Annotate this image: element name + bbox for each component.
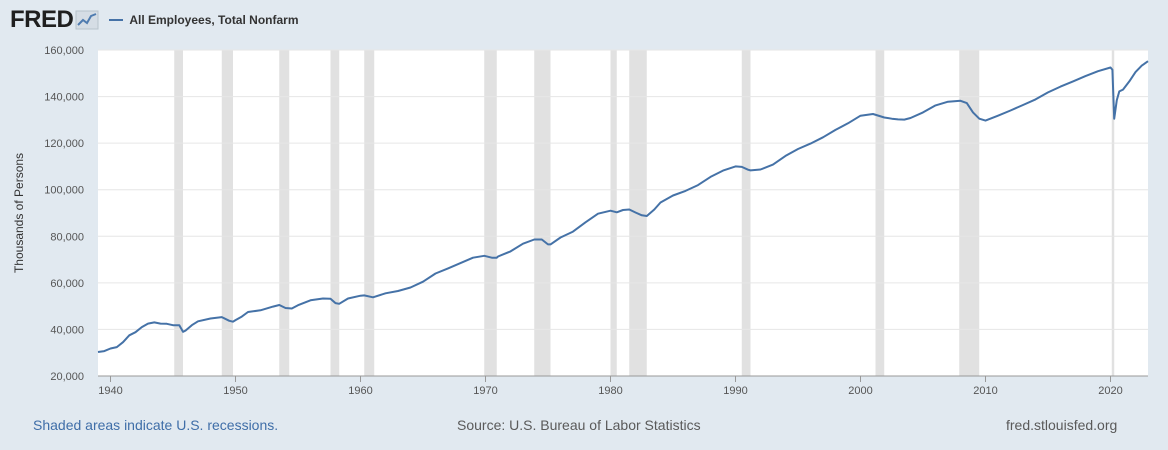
x-tick-label: 2000 (848, 385, 872, 397)
y-tick-label: 160,000 (44, 45, 84, 57)
y-tick-label: 80,000 (50, 231, 84, 243)
legend[interactable]: All Employees, Total Nonfarm (109, 13, 299, 27)
recession-band (484, 50, 497, 376)
x-axis-ticks: 1940 1950 1960 1970 1980 1990 2000 2010 2020 (98, 375, 1148, 397)
x-tick-label: 1970 (473, 385, 497, 397)
y-tick-label: 60,000 (50, 278, 84, 290)
recession-band (221, 50, 233, 376)
y-tick-label: 40,000 (50, 324, 84, 336)
x-tick-label: 1960 (348, 385, 372, 397)
recession-band (610, 50, 617, 376)
line-graph-icon (75, 10, 99, 30)
y-tick-label: 120,000 (44, 138, 84, 150)
recession-band (279, 50, 290, 376)
y-tick-label: 20,000 (50, 371, 84, 383)
x-tick-label: 2010 (973, 385, 997, 397)
site-url[interactable]: fred.stlouisfed.org (1006, 417, 1118, 433)
series-line (97, 60, 1149, 353)
y-tick-label: 100,000 (44, 185, 84, 197)
recession-band (330, 50, 340, 376)
line-chart[interactable]: 20,000 40,000 60,000 80,000 100,000 120,000 14… (0, 0, 1168, 410)
x-tick-label: 1940 (98, 385, 122, 397)
x-tick-label: 1950 (223, 385, 247, 397)
x-tick-label: 1990 (723, 385, 747, 397)
recession-band (534, 50, 551, 376)
y-axis-ticks: 20,000 40,000 60,000 80,000 100,000 120,000 14… (44, 45, 84, 383)
legend-label: All Employees, Total Nonfarm (129, 13, 299, 27)
recession-band (741, 50, 751, 376)
recession-band (1111, 50, 1115, 376)
recession-band (959, 50, 980, 376)
y-tick-label: 140,000 (44, 92, 84, 104)
recession-band (364, 50, 375, 376)
chart-header: FRED All Employees, Total Nonfarm (10, 6, 299, 34)
recession-note[interactable]: Shaded areas indicate U.S. recessions. (33, 417, 279, 433)
legend-swatch (109, 19, 124, 21)
source-note: Source: U.S. Bureau of Labor Statistics (457, 417, 701, 433)
recession-band (875, 50, 885, 376)
recession-shading (174, 50, 1115, 376)
plot-area (98, 50, 1148, 376)
recession-band (174, 50, 183, 376)
gridlines (98, 49, 1148, 377)
fred-logo[interactable]: FRED (10, 6, 74, 33)
x-tick-label: 2020 (1098, 385, 1122, 397)
series-layer (97, 60, 1149, 353)
y-axis-label: Thousands of Persons (12, 153, 26, 273)
x-tick-label: 1980 (598, 385, 622, 397)
